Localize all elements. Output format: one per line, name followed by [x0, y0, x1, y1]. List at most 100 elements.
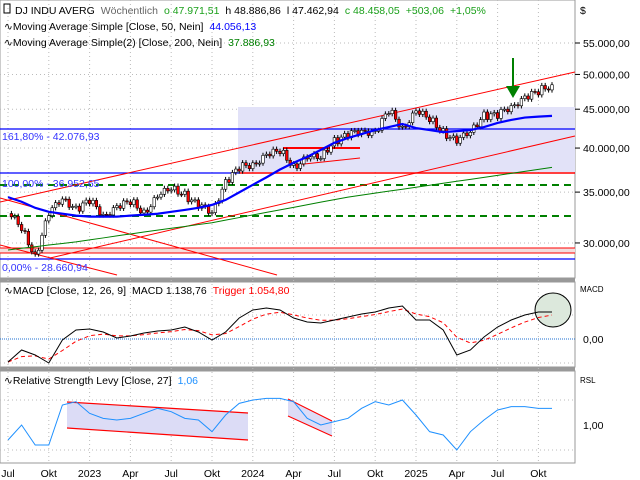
- candle: [40, 234, 44, 251]
- candle: [540, 85, 544, 96]
- candle: [98, 206, 102, 216]
- fib-0-label: 0,00% - 28.660,94: [2, 262, 88, 274]
- candle: [342, 133, 347, 138]
- candle: [485, 111, 490, 120]
- candle: [47, 215, 51, 222]
- close-value: c 48.458,05: [345, 5, 400, 17]
- candle: [36, 249, 41, 255]
- candle: [111, 207, 115, 216]
- trend-channel-upper: [0, 71, 576, 203]
- candle: [274, 148, 279, 152]
- candle: [397, 118, 401, 128]
- candle: [128, 201, 133, 205]
- panel-splitter-2[interactable]: [0, 367, 575, 371]
- rsl-one-tick: 1,00: [583, 420, 604, 432]
- flag-line: [294, 157, 361, 166]
- panel-splitter-1[interactable]: [0, 278, 575, 282]
- x-tick-label: Okt: [204, 468, 220, 480]
- candle: [536, 91, 540, 96]
- rsl-line: [7, 397, 552, 451]
- candle: [448, 137, 452, 139]
- candle: [461, 132, 466, 138]
- candle: [509, 105, 513, 113]
- candle: [152, 197, 156, 208]
- candle: [390, 110, 394, 114]
- candle: [298, 163, 303, 169]
- candle: [315, 153, 320, 159]
- candle: [234, 168, 238, 173]
- axes: 55.000,00 50.000,00 45.000,00 40.000,00 35.0…: [1, 38, 630, 480]
- candle: [207, 206, 211, 214]
- candle: [499, 109, 503, 119]
- fib-161-label: 161,80% - 42.076,93: [2, 131, 100, 143]
- candle: [176, 185, 180, 195]
- candle: [404, 125, 408, 128]
- candle: [512, 104, 517, 107]
- candle: [285, 150, 289, 161]
- candle: [244, 162, 248, 166]
- candle: [91, 200, 95, 205]
- candle: [502, 108, 507, 111]
- candle: [281, 150, 286, 154]
- candle: [142, 209, 146, 214]
- candle: [108, 214, 112, 216]
- candle: [427, 116, 432, 122]
- candle: [173, 185, 177, 191]
- candle: [257, 162, 262, 165]
- x-tick-label: Okt: [41, 468, 57, 480]
- currency-label: $: [580, 5, 586, 17]
- candle: [546, 88, 551, 91]
- candle: [159, 193, 163, 198]
- rsl-axis-title: RSL: [580, 376, 596, 385]
- x-tick-label: Jul: [491, 468, 504, 480]
- candle: [529, 91, 534, 100]
- x-tick-label: Okt: [367, 468, 383, 480]
- candle: [363, 129, 367, 132]
- candle: [383, 113, 388, 119]
- candle: [94, 200, 98, 208]
- macd-panel[interactable]: [0, 281, 576, 368]
- candle: [122, 200, 126, 209]
- rsl-series: [7, 397, 552, 451]
- rsl-channel-2-upper: [287, 398, 333, 422]
- x-tick-label: 2024: [241, 468, 265, 480]
- macd-line: [7, 305, 552, 364]
- candle: [125, 200, 129, 203]
- candle: [506, 108, 510, 113]
- candle: [16, 215, 20, 225]
- sma50-line: [7, 114, 553, 218]
- candle: [492, 112, 496, 115]
- rsl-legend: ∿Relative Strength Levy [Close, 27] 1,06: [4, 375, 198, 387]
- downtrend-line-1: [0, 244, 118, 276]
- candle: [261, 155, 265, 164]
- candle: [88, 199, 92, 205]
- candle: [13, 215, 17, 218]
- trend-channel-lower: [49, 135, 576, 259]
- low-value: l 47.462,94: [287, 5, 339, 17]
- candle: [410, 112, 415, 123]
- candle: [23, 230, 27, 232]
- candle: [179, 193, 184, 196]
- legend-price: DJ INDU AVERG Wöchentlich o 47.971,51 h 48.…: [3, 3, 486, 387]
- candle: [533, 91, 537, 93]
- candle: [322, 149, 326, 159]
- candle: [451, 135, 456, 138]
- candle: [162, 188, 167, 195]
- candle: [254, 162, 258, 165]
- x-tick-label: Jul: [164, 468, 177, 480]
- macd-axis-title: MACD: [580, 285, 604, 294]
- rsl-channel-1-upper: [66, 401, 249, 414]
- open-value: o 47.971,51: [164, 5, 220, 17]
- candle: [30, 244, 34, 253]
- candle: [9, 213, 14, 218]
- candle: [489, 113, 493, 120]
- arrow-down-icon: [506, 86, 520, 98]
- candle: [224, 179, 228, 190]
- candle: [424, 110, 428, 118]
- candle: [380, 118, 384, 131]
- candle: [550, 84, 554, 91]
- candle: [434, 117, 439, 128]
- support-zone: [0, 248, 575, 253]
